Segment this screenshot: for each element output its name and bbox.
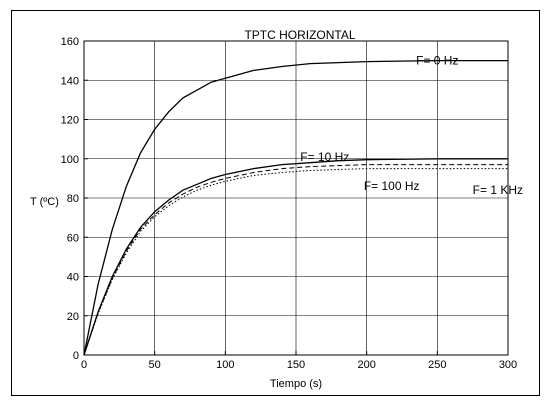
grid-lines (84, 41, 508, 355)
y-tick-label: 0 (73, 350, 79, 362)
series-line (83, 158, 508, 356)
series-line (83, 164, 508, 356)
x-tick-label: 300 (499, 359, 517, 371)
series-annotation: F= 100 Hz (364, 179, 420, 193)
y-tick-label: 100 (61, 154, 79, 166)
x-axis-label: Tiempo (s) (270, 378, 322, 390)
chart-title: TPTC HORIZONTAL (244, 28, 355, 42)
x-tick-label: 150 (287, 359, 305, 371)
series-annotation: F= 10 Hz (300, 150, 349, 164)
series-line (83, 59, 508, 356)
y-tick-label: 60 (67, 232, 79, 244)
series-lines (83, 59, 508, 356)
x-tick-label: 100 (216, 359, 234, 371)
series-annotations: F= 0 Hz F= 10 Hz F= 100 Hz F= 1 KHz (300, 54, 523, 198)
figure-frame (11, 10, 540, 396)
y-tick-label: 80 (67, 193, 79, 205)
axis-ticks: 0 50 100 150 200 250 300 0 20 40 60 80 100 120 140 160 (61, 36, 518, 371)
y-tick-label: 40 (67, 272, 79, 284)
y-axis-label: T (ºC) (30, 196, 59, 208)
y-tick-label: 20 (67, 311, 79, 323)
series-annotation: F= 1 KHz (473, 183, 523, 197)
x-tick-label: 50 (149, 359, 161, 371)
x-tick-label: 0 (81, 359, 87, 371)
y-tick-label: 120 (61, 115, 79, 127)
y-tick-label: 160 (61, 36, 79, 48)
series-annotation: F= 0 Hz (416, 54, 458, 68)
x-tick-label: 250 (428, 359, 446, 371)
y-tick-label: 140 (61, 75, 79, 87)
x-tick-label: 200 (357, 359, 375, 371)
series-line (83, 168, 508, 356)
